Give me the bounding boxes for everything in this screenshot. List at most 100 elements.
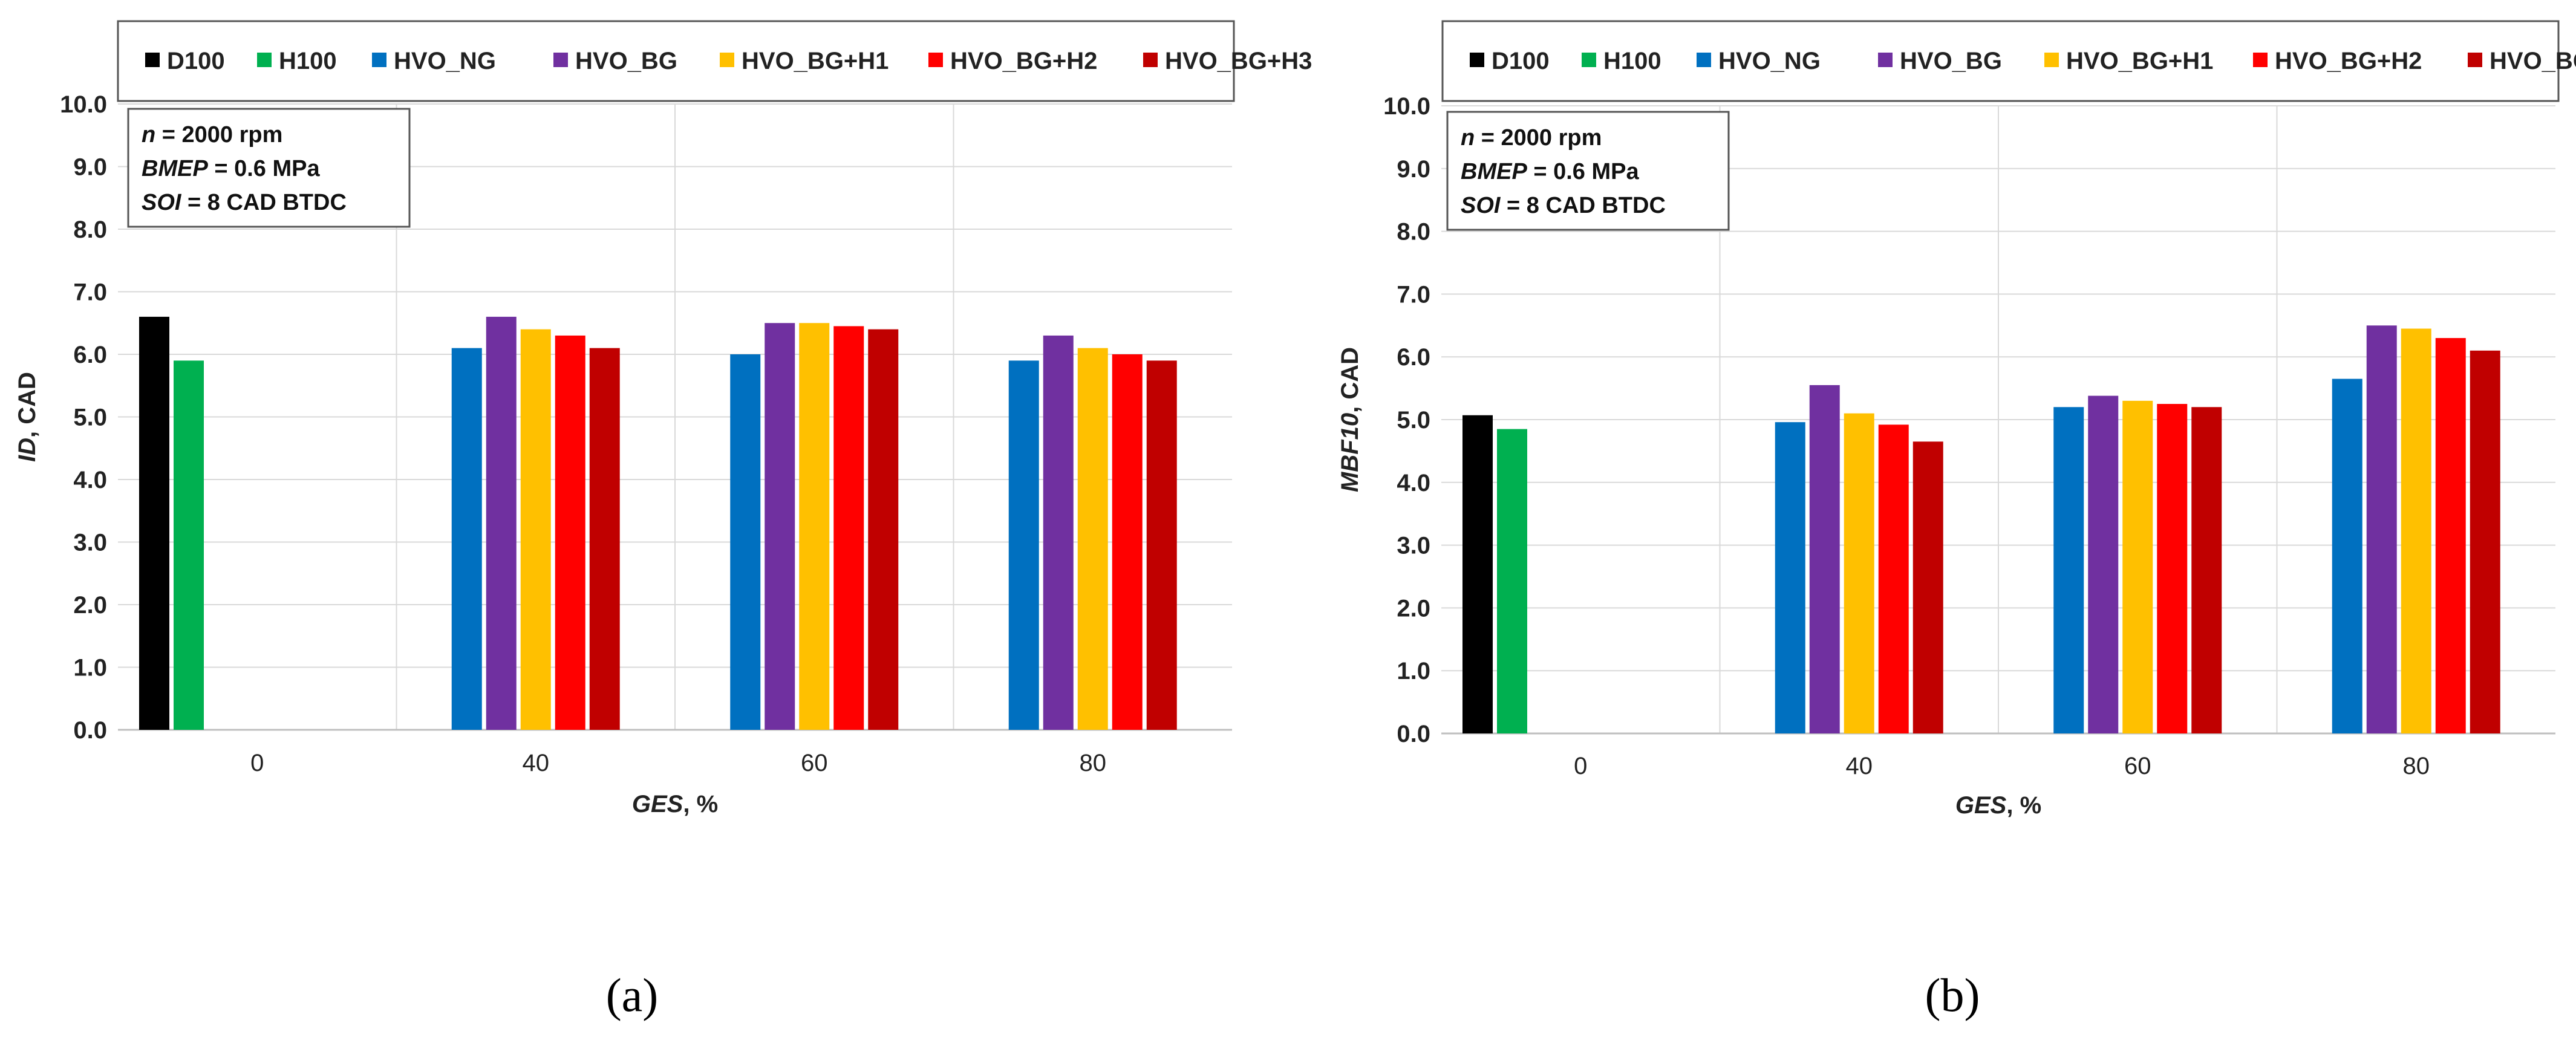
conditions-note-frame [127, 108, 411, 228]
y-tick-label: 1.0 [1397, 658, 1430, 684]
legend: D100 H100 HVO_NG HVO_BG HVO_BG+H1 HVO_BG+H2 HV… [117, 20, 1312, 102]
y-tick-label: 0.0 [73, 717, 107, 744]
y-tick-label: 8.0 [73, 216, 107, 243]
conditions-note: n = 2000 rpm BMEP = 0.6 MPa SOI = 8 CAD BT… [127, 108, 411, 228]
bar-hvo-bg-40 [1809, 385, 1840, 733]
x-tick-label: 0 [250, 750, 264, 776]
x-axis-title: GES, % [632, 791, 718, 817]
legend-swatch-hvo-bg-h2 [2253, 53, 2268, 67]
legend-swatch-hvo-bg-h2 [928, 53, 943, 67]
legend-swatch-hvo-bg-h3 [2468, 53, 2482, 67]
condition-value: = 8 CAD BTDC [1500, 193, 1665, 218]
x-tick-label: 60 [801, 750, 828, 776]
y-tick-label: 5.0 [73, 405, 107, 431]
legend-swatch-h100 [257, 53, 272, 67]
bar-h100-0 [1497, 429, 1527, 733]
legend-swatch-hvo-bg [1878, 53, 1893, 67]
x-tick-label: 80 [2403, 753, 2430, 779]
bar-d100-0 [139, 316, 169, 730]
legend-label-hvo-bg-h1: HVO_BG+H1 [742, 48, 889, 74]
legend-swatch-h100 [1582, 53, 1596, 67]
y-tick-label: 6.0 [1397, 344, 1430, 371]
bar-hvo-bg-h1-60 [2122, 400, 2153, 733]
bar-hvo-bg-h2-60 [833, 326, 864, 730]
legend-label-hvo-bg-h3: HVO_BG+H3 [2490, 48, 2576, 74]
condition-value: = 0.6 MPa [1527, 159, 1640, 184]
legend-swatch-hvo-bg [553, 53, 568, 67]
condition-line: n = 2000 rpm [142, 122, 282, 148]
legend-swatch-hvo-bg-h3 [1143, 53, 1158, 67]
y-tick-label: 7.0 [73, 279, 107, 306]
x-tick-label: 40 [523, 750, 550, 776]
legend-label-hvo-ng: HVO_NG [394, 48, 496, 74]
y-tick-label: 6.0 [73, 342, 107, 368]
legend-swatch-hvo-ng [372, 53, 386, 67]
legend-label-d100: D100 [167, 48, 225, 74]
bar-hvo-bg-h1-60 [799, 323, 830, 730]
condition-var: BMEP [142, 156, 208, 181]
legend-swatch-d100 [145, 53, 160, 67]
condition-var: n [142, 122, 155, 148]
y-axis-title: ID, CAD [14, 372, 41, 462]
legend-swatch-hvo-bg-h1 [720, 53, 734, 67]
bar-hvo-ng-40 [1775, 422, 1805, 733]
y-tick-label: 10.0 [1383, 93, 1430, 120]
y-tick-label: 9.0 [1397, 156, 1430, 183]
bar-hvo-bg-h3-40 [589, 348, 620, 730]
chart-panel-b: 0.0 1.0 2.0 3.0 4.0 5.0 6.0 7.0 8.0 9.0 10.0 0 40 60 8… [1337, 20, 2576, 1021]
bar-hvo-bg-h1-80 [2401, 328, 2431, 733]
legend-label-hvo-bg-h1: HVO_BG+H1 [2066, 48, 2213, 74]
condition-line: SOI = 8 CAD BTDC [142, 190, 347, 215]
bar-hvo-bg-h1-40 [1844, 413, 1874, 733]
y-tick-label: 1.0 [73, 655, 107, 681]
condition-value: = 8 CAD BTDC [181, 190, 346, 215]
condition-value: = 2000 rpm [155, 122, 282, 148]
condition-value: = 2000 rpm [1475, 125, 1602, 151]
y-tick-label: 3.0 [1397, 533, 1430, 559]
bar-hvo-bg-h3-40 [1912, 441, 1943, 733]
bar-hvo-ng-40 [451, 348, 482, 730]
legend-label-hvo-ng: HVO_NG [1718, 48, 1821, 74]
chart-panel-a: 0.0 1.0 2.0 3.0 4.0 5.0 6.0 7.0 8.0 9.0 10.0 0 40 60 8… [14, 20, 1312, 1021]
bar-hvo-bg-60 [2088, 395, 2119, 733]
y-tick-label: 4.0 [1397, 470, 1430, 496]
bar-hvo-bg-h2-40 [1878, 424, 1909, 733]
legend-label-hvo-bg-h2: HVO_BG+H2 [950, 48, 1097, 74]
legend-label-d100: D100 [1492, 48, 1550, 74]
condition-var: BMEP [1461, 159, 1527, 184]
bar-hvo-ng-60 [730, 354, 761, 730]
bar-hvo-ng-80 [2332, 379, 2362, 733]
y-tick-label: 10.0 [60, 91, 107, 118]
x-tick-label: 40 [1846, 753, 1873, 779]
y-tick-label: 4.0 [73, 467, 107, 493]
legend-label-hvo-bg-h3: HVO_BG+H3 [1165, 48, 1312, 74]
legend-frame [1441, 20, 2560, 102]
conditions-note-frame [1446, 111, 1730, 231]
y-tick-label: 8.0 [1397, 219, 1430, 245]
bar-hvo-bg-h3-80 [2470, 350, 2500, 733]
condition-var: SOI [1461, 193, 1501, 218]
y-axis-title: MBF10, CAD [1337, 347, 1363, 492]
condition-var: n [1461, 125, 1475, 151]
x-axis-title-var: GES [1955, 792, 2007, 819]
legend-swatch-hvo-ng [1697, 53, 1711, 67]
bar-hvo-bg-h3-60 [868, 329, 899, 730]
y-axis-title-var: ID [14, 438, 41, 462]
panel-label: (a) [606, 969, 659, 1021]
conditions-note: n = 2000 rpm BMEP = 0.6 MPa SOI = 8 CAD BT… [1446, 111, 1730, 231]
bar-hvo-bg-h2-60 [2157, 404, 2188, 733]
y-axis-title-var: MBF10 [1337, 413, 1363, 492]
condition-line: n = 2000 rpm [1461, 125, 1602, 151]
legend-swatch-d100 [1470, 53, 1484, 67]
condition-line: BMEP = 0.6 MPa [1461, 159, 1639, 184]
x-axis-title-unit: , % [2006, 792, 2041, 819]
legend-label-h100: H100 [1603, 48, 1661, 74]
condition-line: SOI = 8 CAD BTDC [1461, 193, 1666, 218]
bar-hvo-bg-h1-40 [520, 329, 551, 730]
bar-hvo-bg-h3-80 [1146, 360, 1177, 730]
x-axis-title: GES, % [1955, 792, 2041, 819]
bar-hvo-bg-h2-80 [1112, 354, 1143, 730]
x-tick-label: 80 [1080, 750, 1107, 776]
y-tick-label: 3.0 [73, 530, 107, 556]
